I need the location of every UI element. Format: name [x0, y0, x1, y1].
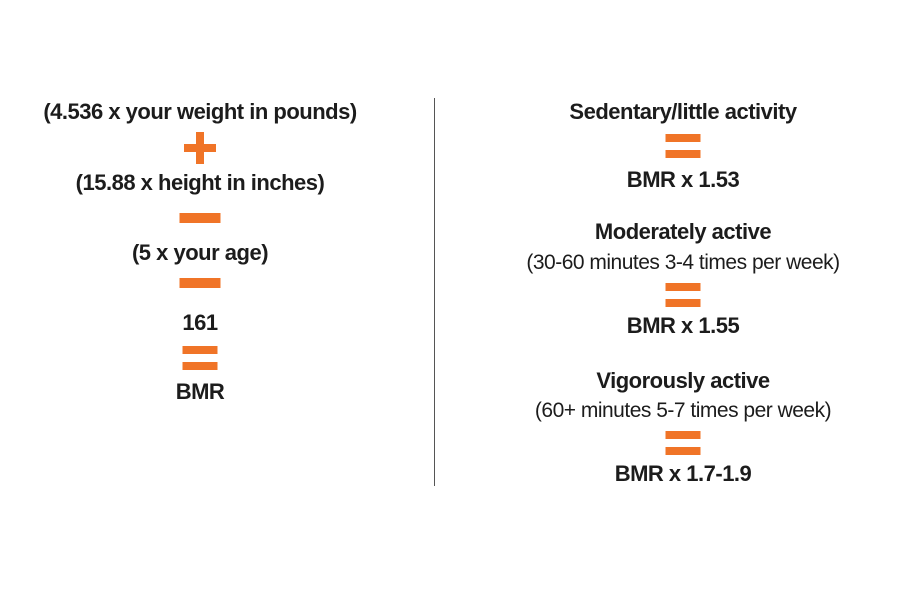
level-name: Moderately active: [594, 219, 772, 244]
level-detail: (30-60 minutes 3-4 times per week): [526, 251, 840, 274]
level-name: Sedentary/little activity: [569, 99, 797, 124]
level-detail: (60+ minutes 5-7 times per week): [534, 399, 832, 422]
level-formula: BMR x 1.55: [626, 313, 740, 338]
equals-icon: [665, 431, 701, 455]
minus-icon: [179, 278, 221, 288]
equals-icon: [665, 134, 701, 158]
equals-icon: [665, 283, 701, 307]
age-term: (5 x your age): [131, 240, 269, 265]
level-formula: BMR x 1.53: [626, 167, 740, 192]
weight-term: (4.536 x your weight in pounds): [43, 99, 357, 124]
plus-icon: [184, 132, 216, 164]
column-divider: [434, 98, 435, 486]
level-name: Vigorously active: [596, 368, 770, 393]
bmr-result: BMR: [175, 379, 225, 404]
level-formula: BMR x 1.7-1.9: [614, 461, 752, 486]
minus-icon: [179, 213, 221, 223]
constant-term: 161: [182, 310, 218, 335]
height-term: (15.88 x height in inches): [75, 170, 325, 195]
equals-icon: [182, 346, 218, 370]
